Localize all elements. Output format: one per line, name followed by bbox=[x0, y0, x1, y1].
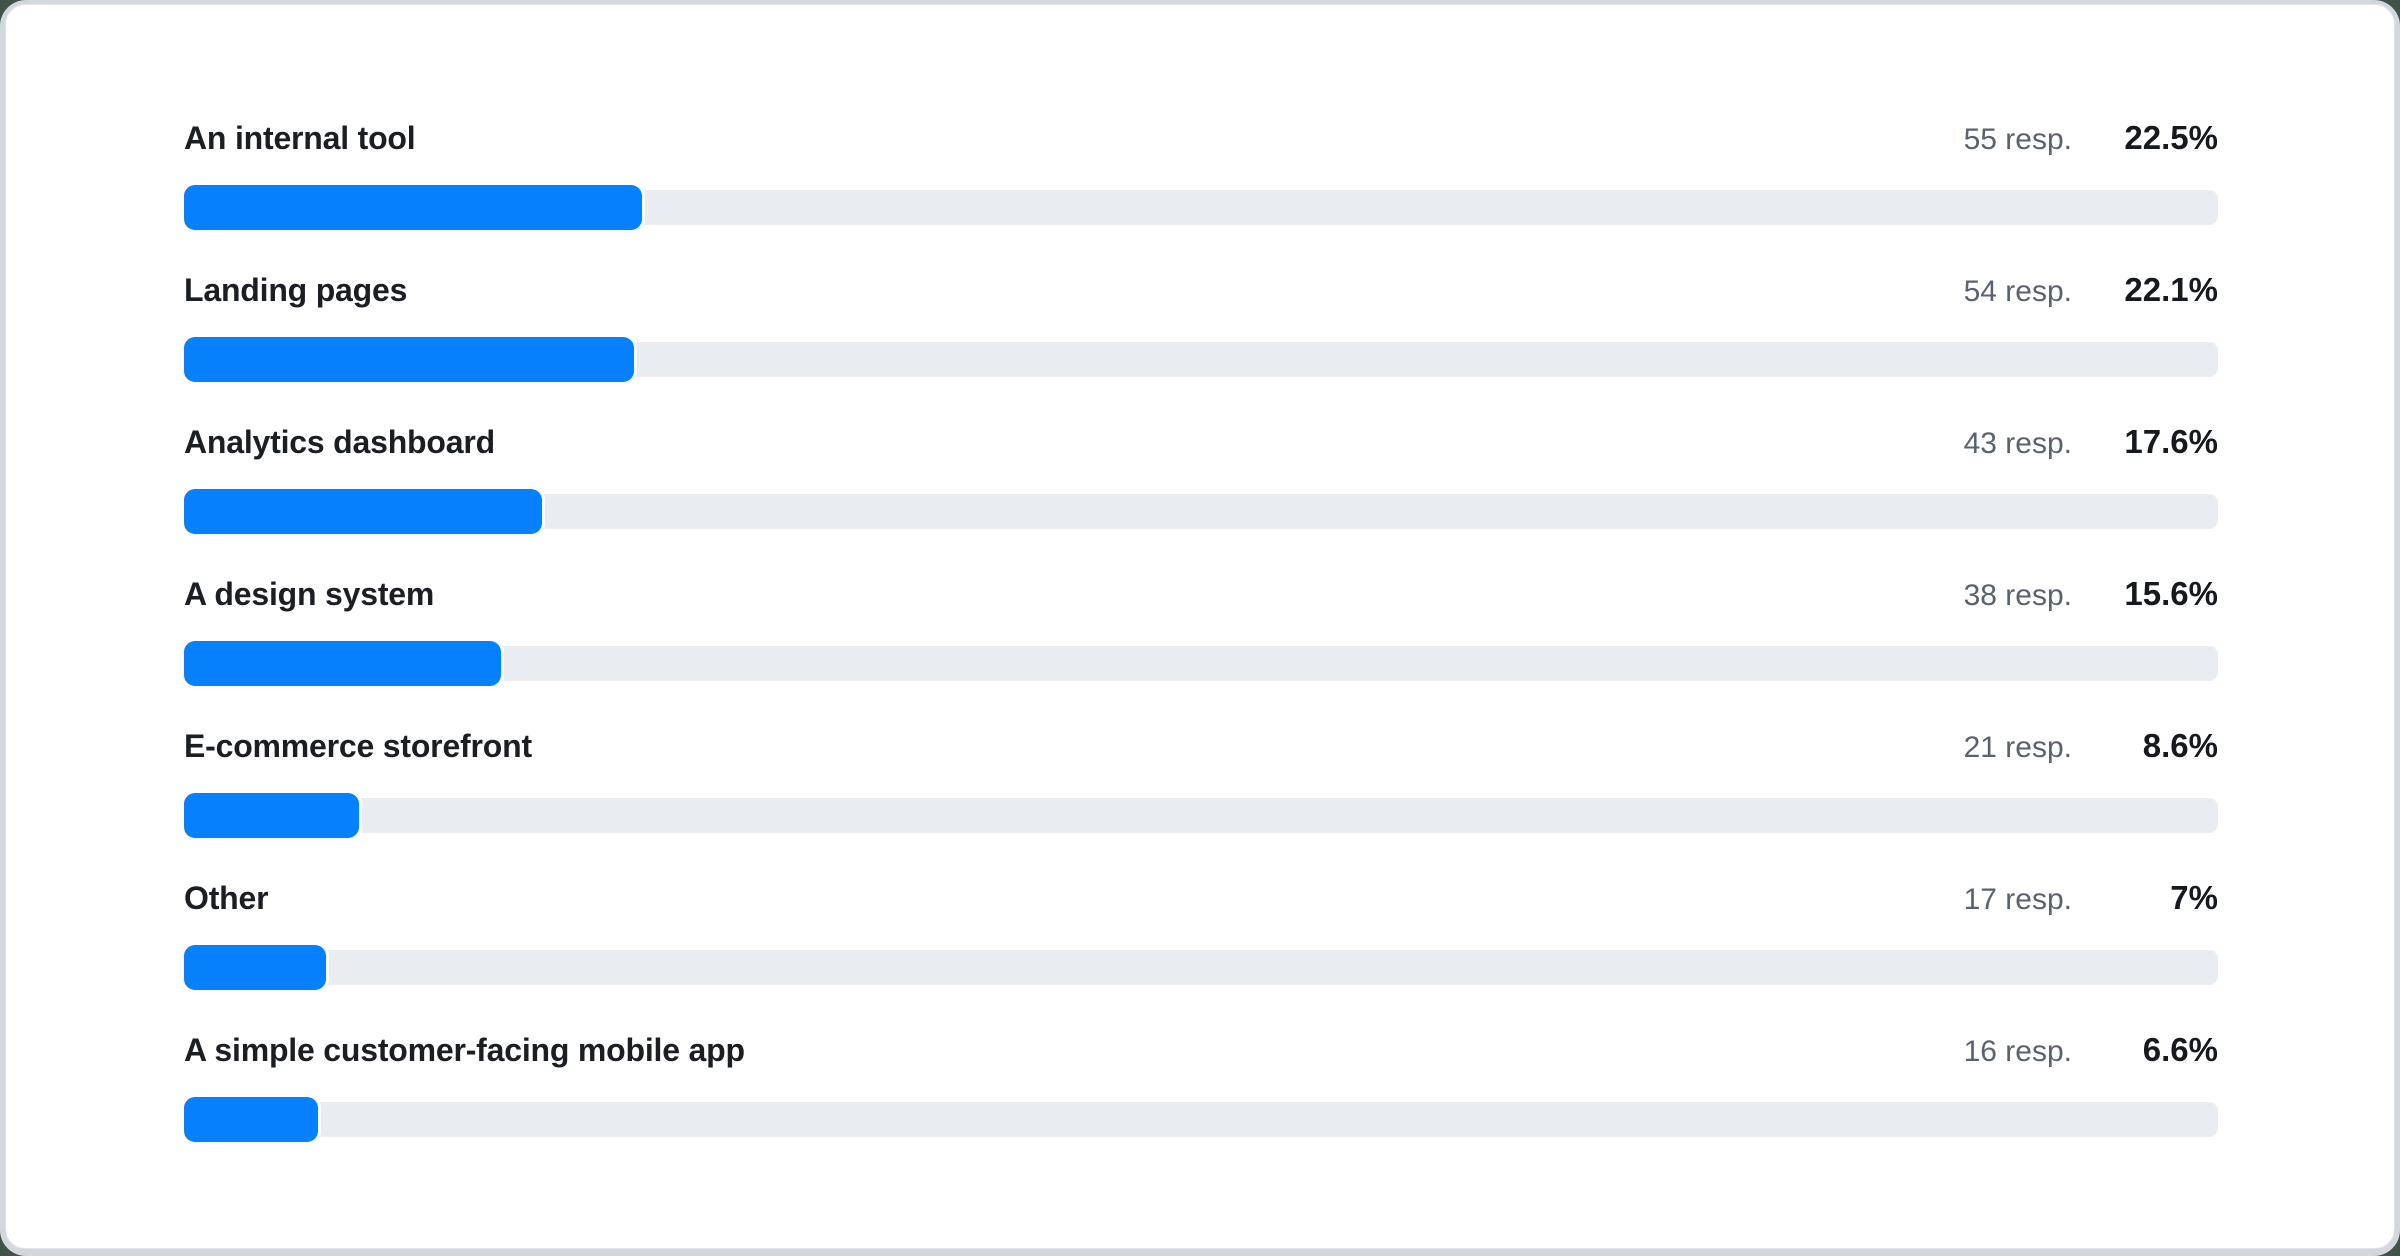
survey-option-row: E-commerce storefront 21 resp. 8.6% bbox=[184, 723, 2218, 875]
bar-fill bbox=[184, 641, 502, 686]
response-count: 55 resp. bbox=[1963, 123, 2072, 156]
row-header: A simple customer-facing mobile app 16 r… bbox=[184, 1027, 2218, 1073]
response-count: 43 resp. bbox=[1963, 427, 2072, 460]
option-label: Analytics dashboard bbox=[184, 424, 495, 460]
survey-option-row: A simple customer-facing mobile app 16 r… bbox=[184, 1027, 2218, 1179]
bar-fill bbox=[184, 1097, 319, 1142]
option-label: A simple customer-facing mobile app bbox=[184, 1032, 745, 1068]
row-header: Other 17 resp. 7% bbox=[184, 875, 2218, 921]
bar-area bbox=[184, 489, 2218, 534]
bar-track bbox=[184, 950, 2218, 985]
option-label: E-commerce storefront bbox=[184, 728, 532, 764]
survey-results-card: An internal tool 55 resp. 22.5% Landing … bbox=[5, 4, 2395, 1249]
response-count: 38 resp. bbox=[1963, 579, 2072, 612]
bar-fill bbox=[184, 793, 359, 838]
survey-option-row: Landing pages 54 resp. 22.1% bbox=[184, 267, 2218, 419]
survey-option-row: A design system 38 resp. 15.6% bbox=[184, 571, 2218, 723]
bar-area bbox=[184, 793, 2218, 838]
percentage-value: 17.6% bbox=[2124, 423, 2218, 460]
survey-rows-list: An internal tool 55 resp. 22.5% Landing … bbox=[6, 5, 2394, 1179]
percentage-value: 22.5% bbox=[2124, 119, 2218, 156]
bar-area bbox=[184, 945, 2218, 990]
bar-fill bbox=[184, 185, 642, 230]
row-header: Analytics dashboard 43 resp. 17.6% bbox=[184, 419, 2218, 465]
row-header: E-commerce storefront 21 resp. 8.6% bbox=[184, 723, 2218, 769]
response-count: 21 resp. bbox=[1963, 731, 2072, 764]
option-label: An internal tool bbox=[184, 120, 416, 156]
bar-fill bbox=[184, 337, 634, 382]
bar-fill bbox=[184, 945, 327, 990]
bar-track bbox=[184, 646, 2218, 681]
response-count: 54 resp. bbox=[1963, 275, 2072, 308]
bar-area bbox=[184, 185, 2218, 230]
survey-option-row: Analytics dashboard 43 resp. 17.6% bbox=[184, 419, 2218, 571]
survey-option-row: Other 17 resp. 7% bbox=[184, 875, 2218, 1027]
percentage-value: 22.1% bbox=[2124, 271, 2218, 308]
percentage-value: 7% bbox=[2170, 879, 2218, 916]
row-header: An internal tool 55 resp. 22.5% bbox=[184, 115, 2218, 161]
bar-track bbox=[184, 798, 2218, 833]
bar-area bbox=[184, 641, 2218, 686]
percentage-value: 8.6% bbox=[2142, 727, 2218, 764]
response-count: 17 resp. bbox=[1963, 883, 2072, 916]
percentage-value: 6.6% bbox=[2142, 1031, 2218, 1068]
bar-track bbox=[184, 1102, 2218, 1137]
row-header: Landing pages 54 resp. 22.1% bbox=[184, 267, 2218, 313]
bar-fill bbox=[184, 489, 542, 534]
option-label: A design system bbox=[184, 576, 435, 612]
option-label: Other bbox=[184, 880, 269, 916]
bar-area bbox=[184, 1097, 2218, 1142]
percentage-value: 15.6% bbox=[2124, 575, 2218, 612]
option-label: Landing pages bbox=[184, 272, 408, 308]
response-count: 16 resp. bbox=[1963, 1035, 2072, 1068]
row-header: A design system 38 resp. 15.6% bbox=[184, 571, 2218, 617]
survey-option-row: An internal tool 55 resp. 22.5% bbox=[184, 115, 2218, 267]
bar-area bbox=[184, 337, 2218, 382]
